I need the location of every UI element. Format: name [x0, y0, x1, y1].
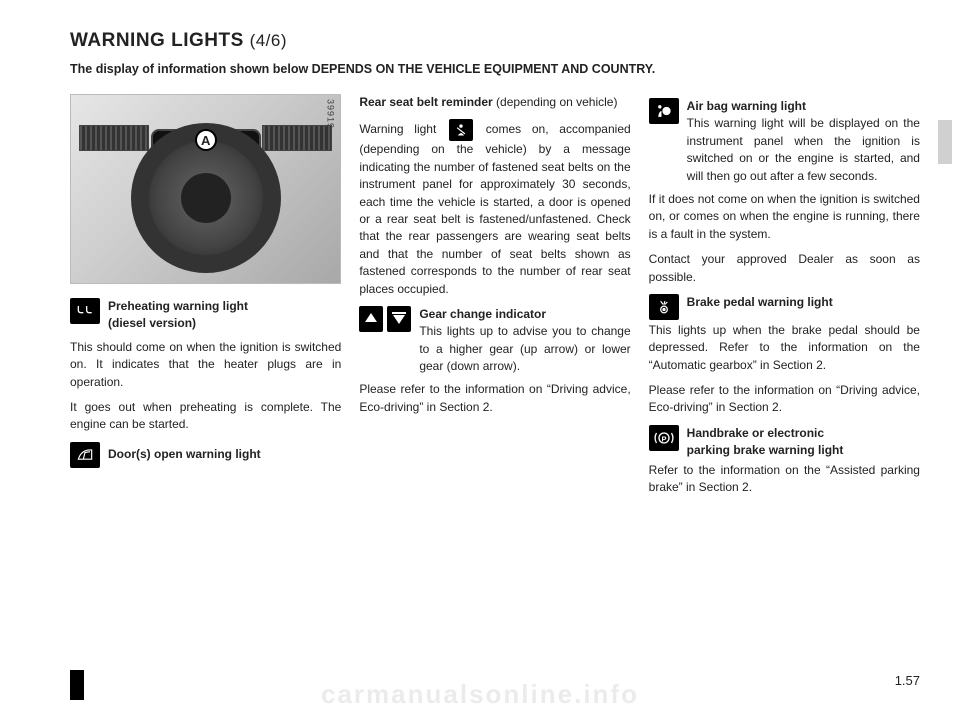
column-2: Rear seat belt reminder (depending on ve…: [359, 94, 630, 504]
brake-p2: Please refer to the information on “Driv…: [649, 382, 920, 417]
airbag-p: This warning light will be dis­played on…: [687, 115, 920, 185]
airbag-icon: [649, 98, 679, 124]
airbag-p2: If it does not come on when the igni­tio…: [649, 191, 920, 243]
column-3: Air bag warning light This warning light…: [649, 94, 920, 504]
rearbelt-title-line: Rear seat belt reminder (depending on ve…: [359, 94, 630, 111]
handbrake-p: Refer to the information on the “Assiste…: [649, 462, 920, 497]
preheat-label: Preheating warning light (diesel version…: [108, 298, 341, 333]
gear-p: This lights up to advise you to change t…: [419, 323, 630, 375]
handbrake-label: Handbrake or electronic parking brake wa…: [687, 425, 920, 460]
handbrake-row: P Handbrake or electronic parking brake …: [649, 425, 920, 460]
preheat-label-line1: Preheating warning light: [108, 299, 248, 313]
columns: 39919 A Preheating warning light (diesel…: [70, 94, 920, 504]
airbag-row: Air bag warning light This warning light…: [649, 98, 920, 185]
vent-left: [79, 125, 149, 151]
page-counter: (4/6): [250, 31, 287, 50]
gear-label-text: Gear change indicator: [419, 307, 546, 321]
brake-p: This lights up when the brake pedal shou…: [649, 322, 920, 374]
handbrake-label-line2: parking brake warning light: [687, 442, 920, 459]
gear-up-icon: [359, 306, 383, 332]
gear-label: Gear change indicator This lights up to …: [419, 306, 630, 376]
rearbelt-suffix: (depending on vehicle): [493, 95, 618, 109]
handbrake-label-line1: Handbrake or electronic: [687, 426, 824, 440]
rearbelt-pre: Warning light: [359, 123, 447, 137]
preheat-label-line2: (diesel version): [108, 315, 341, 332]
seatbelt-icon: [449, 119, 473, 141]
airbag-label: Air bag warning light This warning light…: [687, 98, 920, 185]
preheat-icon: [70, 298, 100, 324]
door-open-icon: [70, 442, 100, 468]
rearbelt-p: Warning light comes on, accom­panied (de…: [359, 119, 630, 298]
brake-label: Brake pedal warning light: [687, 294, 920, 311]
door-label: Door(s) open warning light: [108, 446, 341, 463]
watermark: carmanualsonline.info: [0, 679, 960, 710]
gear-icon-pair: [359, 306, 411, 332]
marker-a: A: [195, 129, 217, 151]
preheat-row: Preheating warning light (diesel version…: [70, 298, 341, 333]
airbag-label-text: Air bag warning light: [687, 99, 806, 113]
vent-right: [262, 125, 332, 151]
subtitle: The display of information shown below D…: [70, 62, 920, 76]
parking-brake-icon: P: [649, 425, 679, 451]
preheat-p2: It goes out when preheating is com­plete…: [70, 399, 341, 434]
gear-down-icon: [387, 306, 411, 332]
preheat-p1: This should come on when the igni­tion i…: [70, 339, 341, 391]
brake-pedal-icon: [649, 294, 679, 320]
rearbelt-title: Rear seat belt reminder: [359, 95, 492, 109]
rearbelt-post: comes on, accom­panied (depending on the…: [359, 123, 630, 296]
dashboard-figure: 39919 A: [70, 94, 341, 284]
footer-tab: [70, 670, 84, 700]
airbag-p3: Contact your approved Dealer as soon as …: [649, 251, 920, 286]
brake-label-text: Brake pedal warning light: [687, 295, 833, 309]
page: WARNING LIGHTS (4/6) The display of info…: [0, 0, 960, 710]
svg-text:P: P: [661, 434, 666, 443]
title-text: WARNING LIGHTS: [70, 30, 244, 51]
gear-p2: Please refer to the information on “Driv…: [359, 381, 630, 416]
page-number: 1.57: [895, 673, 920, 688]
gear-row: Gear change indicator This lights up to …: [359, 306, 630, 376]
page-title: WARNING LIGHTS (4/6): [70, 30, 920, 52]
column-1: 39919 A Preheating warning light (diesel…: [70, 94, 341, 504]
brake-row: Brake pedal warning light: [649, 294, 920, 320]
door-row: Door(s) open warning light: [70, 442, 341, 468]
side-tab: [938, 120, 952, 164]
